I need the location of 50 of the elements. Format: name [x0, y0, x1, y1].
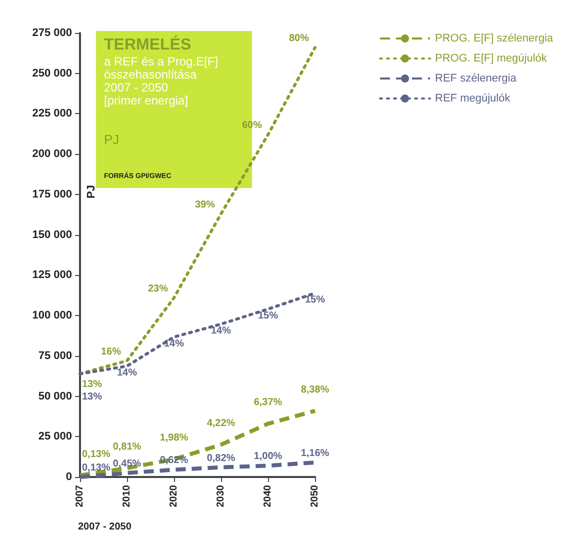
annotation: 0,13% — [82, 462, 110, 474]
y-tick-label: 25 000 — [38, 430, 72, 443]
annotation: PJ — [104, 132, 120, 147]
annotation: 16% — [100, 346, 122, 358]
x-tick-label: 2050 — [310, 484, 320, 508]
annotation: 8,38% — [300, 384, 330, 396]
legend-label: PROG. E[F] szélenergia — [435, 32, 554, 44]
chart-title: TERMELÉS — [104, 34, 192, 54]
annotation: 15% — [304, 294, 326, 306]
annotation: 14% — [116, 368, 138, 379]
y-axis-title: PJ — [86, 184, 98, 198]
legend-label: PROG. E[F] megújulók — [435, 52, 548, 64]
annotation: 0,13% — [82, 448, 110, 460]
x-tick-label: 2007 — [74, 484, 86, 508]
x-axis-title: 2007 - 2050 — [78, 522, 132, 532]
y-tick-label: 0 — [66, 471, 72, 483]
annotation: 1,00% — [254, 451, 282, 462]
x-tick-label: 2020 — [168, 484, 180, 508]
y-tick-label: 150 000 — [32, 228, 72, 241]
annotation: 0,45% — [112, 458, 142, 470]
annotation: 1,16% — [300, 448, 330, 459]
y-tick-label: 100 000 — [32, 310, 72, 322]
y-tick-label: 125 000 — [32, 269, 72, 282]
x-tick-label: 2040 — [262, 484, 274, 508]
annotation: 0,82% — [206, 452, 236, 464]
annotation: 39% — [194, 199, 216, 210]
y-tick-label: 225 000 — [32, 108, 72, 120]
annotation: 0,81% — [112, 442, 142, 453]
y-tick-label: 275 000 — [32, 27, 72, 39]
x-tick-label: 2010 — [122, 484, 132, 508]
y-tick-label: 250 000 — [32, 67, 72, 80]
annotation: 1,98% — [160, 432, 188, 444]
y-tick-label: 175 000 — [32, 188, 72, 200]
x-tick-label: 2030 — [216, 484, 226, 508]
annotation: 14% — [210, 326, 232, 337]
annotation: 23% — [148, 283, 168, 294]
annotation: 14% — [164, 338, 184, 350]
legend-label: REF szélenergia — [435, 72, 518, 84]
annotation: 6,37% — [254, 397, 282, 408]
annotation: 13% — [82, 391, 102, 402]
annotation: 80% — [288, 33, 310, 44]
legend-label: REF megújulók — [435, 92, 511, 104]
annotation: 4,22% — [206, 418, 236, 430]
annotation: 60% — [242, 120, 262, 132]
y-tick-label: 50 000 — [38, 390, 72, 402]
y-tick-label: 75 000 — [38, 350, 72, 362]
y-tick-label: 200 000 — [32, 148, 72, 160]
annotation: 13% — [82, 379, 102, 390]
annotation: 15% — [258, 310, 278, 322]
text: a REF és a Prog.E[F] összehasonlítása 2007 - 2050 [primer energia] — [104, 54, 218, 108]
